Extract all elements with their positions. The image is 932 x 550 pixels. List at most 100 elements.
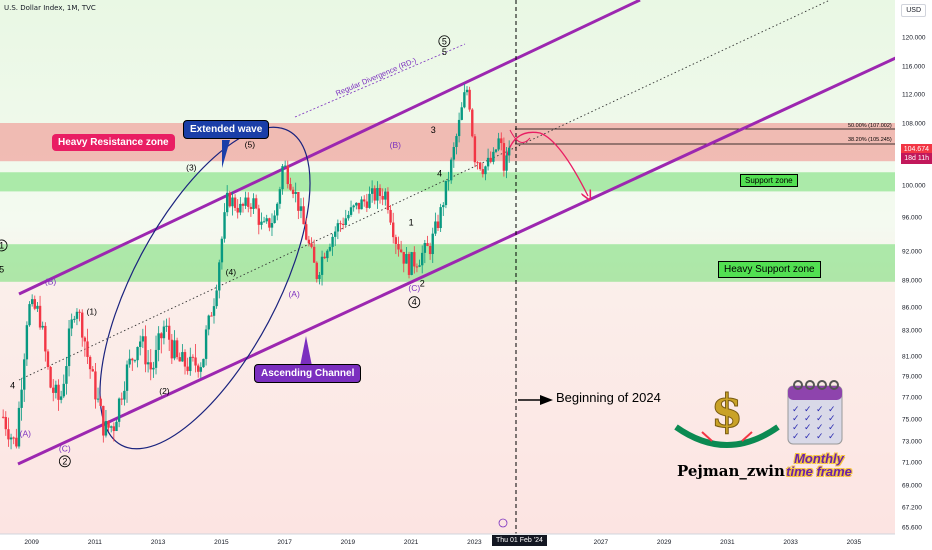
y-tick-label: 86.000 [902, 305, 922, 312]
countdown-tag: 18d 11h [901, 153, 932, 164]
candle-body [236, 207, 239, 213]
y-tick-label: 79.000 [902, 374, 922, 381]
candle-body [326, 250, 329, 259]
candle-body [149, 362, 152, 370]
candle-body [131, 358, 134, 361]
candle-body [397, 244, 400, 250]
candle-body [17, 407, 21, 447]
candle-body [376, 187, 379, 201]
wave-label: (4) [226, 267, 237, 277]
candle-body [133, 360, 137, 362]
wave-label: (C) [59, 444, 71, 454]
wave-circle [58, 455, 71, 468]
y-tick-label: 65.600 [902, 525, 922, 532]
calendar-check: ✓ [816, 432, 824, 442]
y-tick-label: 112.000 [902, 92, 925, 99]
candle-body [196, 365, 200, 372]
candle-body [307, 239, 311, 244]
channel-layer [17, 0, 901, 534]
y-tick-label: 73.000 [902, 439, 922, 446]
candle-body [370, 188, 374, 194]
x-tick-label: 2035 [847, 539, 862, 546]
wave-label: 1 [0, 240, 4, 250]
candle-body [386, 191, 390, 210]
heavy-support-label: Heavy Support zone [718, 261, 821, 278]
candle-body [70, 319, 73, 329]
candle-body [415, 266, 419, 268]
candle-body [423, 243, 427, 253]
candle-body [323, 256, 326, 259]
candle-body [278, 189, 282, 204]
candle-body [141, 336, 145, 342]
candle-body [28, 304, 31, 326]
candle-body [289, 184, 292, 190]
candle-body [73, 318, 76, 320]
candle-body [318, 274, 321, 279]
candle-body [99, 398, 102, 406]
candle-body [30, 299, 34, 305]
candle-body [455, 136, 458, 147]
last-price-tag: 104.674 [900, 144, 932, 155]
y-tick-label: 81.000 [902, 354, 922, 361]
candle-body [339, 223, 342, 225]
candle-body [357, 202, 361, 210]
candle-body [181, 352, 184, 362]
calendar-check: ✓ [804, 423, 812, 433]
currency-badge[interactable]: USD [901, 4, 926, 17]
candle-body [15, 437, 18, 447]
wave-label: 5 [442, 36, 447, 46]
candle-body [25, 325, 29, 360]
candle-body [505, 155, 508, 171]
y-tick-label: 108.000 [902, 121, 926, 128]
candle-body [360, 199, 363, 210]
x-tick-label: 2019 [341, 539, 356, 546]
support-zone-label: Support zone [740, 174, 798, 187]
candle-body [434, 221, 437, 234]
candle-body [146, 362, 150, 365]
channel-lower-line [17, 54, 901, 466]
candle-body [283, 165, 287, 167]
candle-body [210, 315, 213, 317]
wave-label: (5) [245, 140, 256, 150]
candle-body [418, 265, 421, 267]
extended-wave-label: Extended wave [183, 120, 270, 139]
candle-body [297, 191, 300, 211]
candle-body [502, 143, 506, 171]
candle-body [189, 356, 192, 372]
candle-body [218, 262, 221, 291]
candle-body [460, 107, 463, 120]
candle-body [144, 336, 147, 365]
candle-body [199, 367, 203, 372]
candle-body [36, 305, 39, 309]
y-tick-label: 75.000 [902, 417, 922, 424]
candle-body [49, 367, 52, 388]
candle-body [239, 203, 242, 213]
fib-50-label: 50.00% (107.002) [848, 123, 892, 129]
candle-body [384, 191, 387, 200]
candle-body [294, 191, 297, 194]
x-axis[interactable]: 2009201120132015201720192021202320252027… [0, 518, 932, 550]
candle-body [473, 136, 477, 163]
calendar-check: ✓ [828, 423, 836, 433]
candle-body [96, 398, 100, 400]
wave-label: 4 [10, 381, 15, 391]
chart-title: U.S. Dollar Index, 1M, TVC [4, 4, 96, 12]
candle-body [291, 189, 295, 194]
wave-label: (1) [87, 307, 98, 317]
wave-label: (B) [45, 277, 57, 287]
candle-body [447, 180, 450, 182]
y-axis[interactable]: 120.000116.000112.000108.000104.000100.0… [895, 0, 932, 550]
ascending-channel-label: Ascending Channel [254, 364, 362, 383]
candle-body [273, 215, 276, 224]
candle-body [165, 325, 168, 327]
candle-body [328, 246, 332, 251]
x-tick-label: 2031 [720, 539, 735, 546]
calendar-check: ✓ [792, 423, 800, 433]
candle-body [428, 246, 432, 255]
candle-body [457, 119, 461, 137]
candle-body [91, 369, 94, 372]
cursor-date-tag: Thu 01 Feb '24 [492, 535, 547, 546]
candle-body [23, 359, 26, 390]
candle-body [86, 341, 89, 357]
wave-label: 3 [431, 125, 436, 135]
